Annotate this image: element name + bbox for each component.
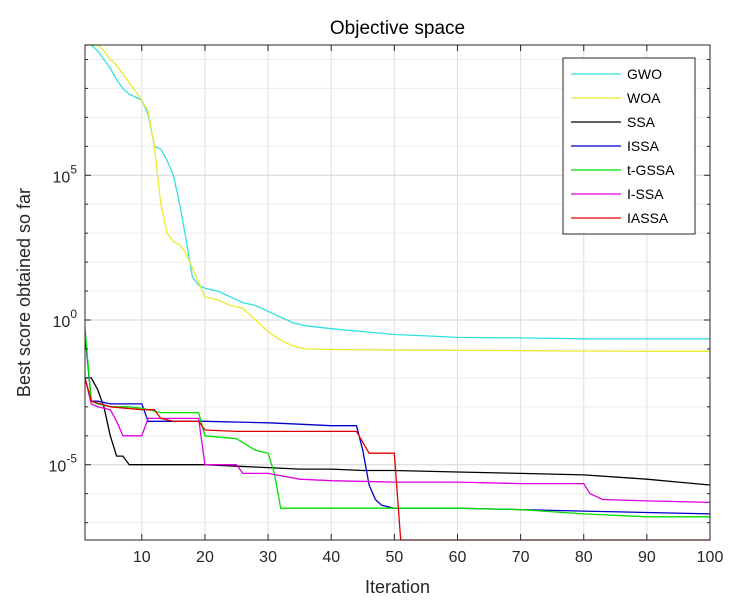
axes-box <box>84 44 711 541</box>
x-tick-label: 90 <box>638 549 656 566</box>
x-tick-label: 50 <box>385 549 403 566</box>
x-tick-label: 100 <box>697 549 724 566</box>
legend-label: t-GSSA <box>627 162 675 178</box>
series-line-woa <box>85 44 710 352</box>
series-line-gwo <box>85 44 710 340</box>
series-line-i-ssa <box>84 377 711 504</box>
x-tick-label: 20 <box>196 549 214 566</box>
x-tick-label: 60 <box>449 549 467 566</box>
legend-label: I-SSA <box>627 186 664 202</box>
y-tick-label: 100 <box>53 307 78 331</box>
series-layer <box>84 44 711 541</box>
y-tick-label: 105 <box>53 162 78 186</box>
series-line-ssa <box>85 377 711 486</box>
chart-title: Objective space <box>330 18 465 39</box>
legend-label: IASSA <box>627 210 669 226</box>
ticks: 10 20 30 40 50 60 70 80 90 100 105 100 10-5 <box>49 45 724 566</box>
legend-label: SSA <box>627 114 656 130</box>
x-tick-label: 80 <box>575 549 593 566</box>
legend-label: ISSA <box>627 138 660 154</box>
x-axis-label: Iteration <box>365 577 430 597</box>
series-line-t-gssa <box>84 328 710 518</box>
legend-label: WOA <box>627 90 661 106</box>
legend: GWO WOA SSA ISSA t-GSSA I-SSA IASSA <box>562 57 696 235</box>
series-line-iassa <box>84 377 710 541</box>
x-tick-label: 70 <box>512 549 530 566</box>
x-tick-label: 40 <box>322 549 340 566</box>
x-tick-label: 10 <box>133 549 151 566</box>
legend-label: GWO <box>627 66 662 82</box>
x-tick-label: 30 <box>259 549 277 566</box>
y-axis-label: Best score obtained so far <box>14 188 34 397</box>
y-tick-label: 10-5 <box>49 452 78 476</box>
